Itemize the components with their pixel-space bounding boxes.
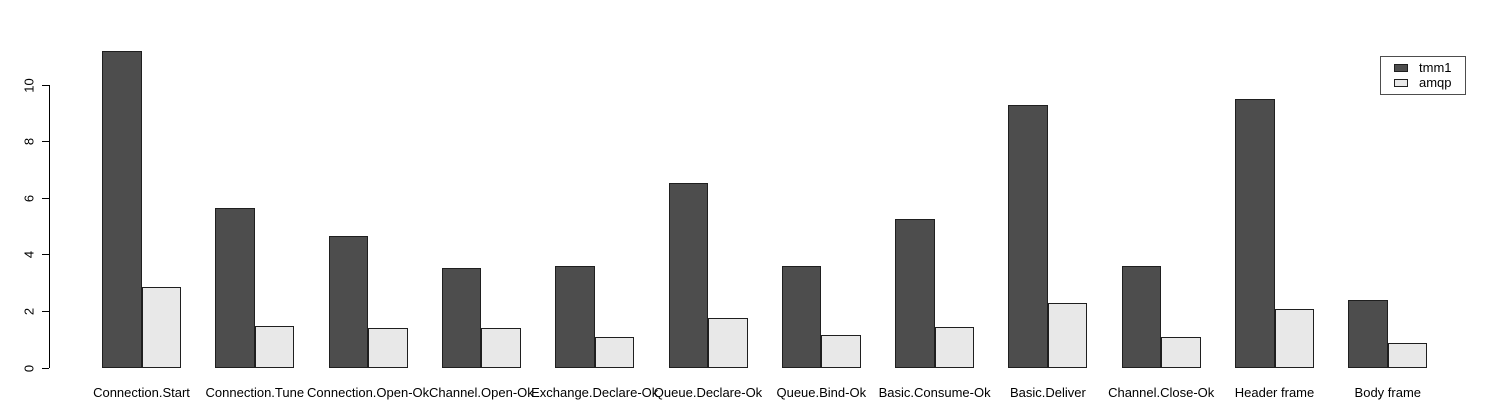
bar-amqp bbox=[594, 336, 635, 368]
bar-amqp bbox=[708, 318, 748, 368]
y-tick-mark bbox=[42, 141, 49, 143]
x-axis-label: Connection.Tune bbox=[205, 385, 305, 400]
bar-tmm1 bbox=[1008, 104, 1048, 368]
y-tick-mark bbox=[42, 84, 49, 86]
y-tick-label: 8 bbox=[21, 137, 37, 146]
y-tick-label: 6 bbox=[21, 194, 37, 202]
bar-amqp bbox=[1274, 308, 1314, 368]
bar-tmm1 bbox=[215, 208, 255, 368]
bar-amqp bbox=[1387, 342, 1428, 368]
legend: tmm1 amqp bbox=[1380, 56, 1466, 95]
x-axis-label: Channel.Open-Ok bbox=[429, 385, 534, 400]
bar-tmm1 bbox=[668, 182, 708, 368]
x-axis-label: Basic.Deliver bbox=[1009, 385, 1086, 400]
x-axis-label: Connection.Start bbox=[93, 385, 190, 400]
y-tick-mark bbox=[42, 197, 49, 199]
x-axis-label: Queue.Bind-Ok bbox=[776, 385, 867, 400]
y-tick-mark bbox=[42, 367, 49, 369]
bar-tmm1 bbox=[895, 219, 935, 368]
bar-amqp bbox=[934, 326, 975, 368]
legend-entry: amqp bbox=[1394, 75, 1465, 90]
bar-amqp bbox=[1047, 302, 1088, 368]
bar-amqp bbox=[821, 335, 861, 368]
legend-swatch-icon bbox=[1394, 79, 1408, 87]
y-tick-mark bbox=[42, 254, 49, 256]
y-tick-label: 4 bbox=[21, 251, 37, 259]
bar-tmm1 bbox=[1348, 300, 1388, 368]
bar-tmm1 bbox=[1121, 266, 1162, 368]
bar-amqp bbox=[254, 325, 295, 368]
y-axis-line bbox=[49, 85, 50, 368]
x-axis-label: Exchange.Declare-Ok bbox=[531, 385, 659, 400]
x-axis-label: Queue.Declare-Ok bbox=[653, 385, 763, 400]
bar-tmm1 bbox=[1235, 99, 1275, 368]
bar-tmm1 bbox=[328, 236, 369, 368]
bar-amqp bbox=[141, 287, 181, 368]
x-axis-label: Connection.Open-Ok bbox=[307, 385, 430, 400]
x-axis-label: Channel.Close-Ok bbox=[1108, 385, 1215, 400]
bar-tmm1 bbox=[102, 51, 142, 368]
y-tick-label: 2 bbox=[21, 307, 37, 316]
bar-tmm1 bbox=[441, 267, 482, 368]
legend-label: tmm1 bbox=[1419, 60, 1452, 75]
bar-amqp bbox=[481, 328, 521, 368]
x-axis-label: Basic.Consume-Ok bbox=[878, 385, 991, 400]
bar-amqp bbox=[368, 328, 408, 368]
legend-label: amqp bbox=[1419, 75, 1452, 90]
bar-tmm1 bbox=[555, 266, 595, 368]
x-axis-label: Header frame bbox=[1234, 385, 1315, 400]
bar-tmm1 bbox=[781, 266, 822, 368]
legend-swatch-icon bbox=[1394, 64, 1408, 72]
y-tick-mark bbox=[42, 310, 49, 312]
bar-amqp bbox=[1161, 336, 1201, 368]
legend-entry: tmm1 bbox=[1394, 60, 1465, 75]
x-axis-label: Body frame bbox=[1354, 385, 1422, 400]
y-tick-label: 10 bbox=[21, 77, 37, 93]
y-tick-label: 0 bbox=[21, 364, 37, 372]
